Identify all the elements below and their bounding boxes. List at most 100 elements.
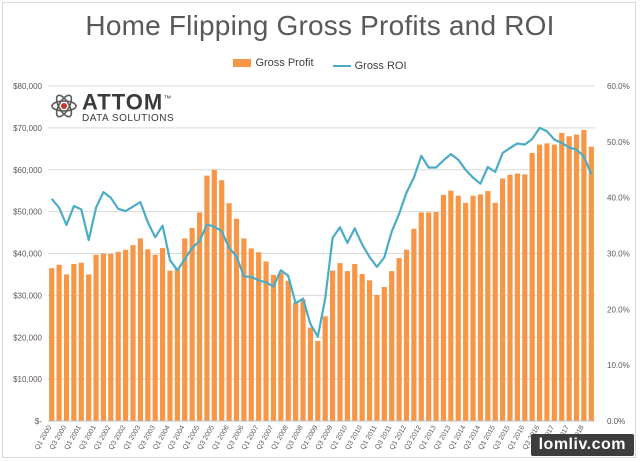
bar: [522, 174, 528, 421]
y-left-tick-label: $-: [35, 417, 42, 426]
bar: [152, 254, 158, 421]
y-left-tick-label: $70,000: [13, 124, 42, 133]
bar: [500, 178, 506, 421]
y-right-tick-label: 10.0%: [607, 361, 630, 370]
bar: [196, 212, 203, 421]
bar: [293, 302, 299, 421]
logo-text: ATTOM™ DATA SOLUTIONS: [82, 88, 175, 125]
bar: [581, 129, 587, 421]
bar: [359, 274, 365, 421]
bar: [115, 251, 121, 421]
bar: [470, 195, 476, 421]
bar: [263, 261, 269, 421]
bar: [411, 228, 417, 421]
trademark-mark: ™: [163, 93, 173, 103]
bar: [307, 327, 313, 421]
bar: [300, 299, 306, 421]
bar: [559, 132, 565, 421]
bar: [145, 249, 151, 421]
bar: [366, 280, 373, 421]
legend-item-gross-profit[interactable]: Gross Profit: [233, 57, 314, 69]
bar: [278, 272, 284, 421]
bar: [588, 146, 594, 421]
bar: [566, 136, 572, 421]
bar: [189, 227, 195, 421]
bar: [426, 212, 432, 421]
bar: [492, 202, 498, 421]
bar: [485, 191, 491, 421]
bar: [433, 212, 439, 421]
bar: [241, 238, 247, 421]
bar: [49, 268, 55, 421]
bar: [573, 134, 580, 421]
bar: [477, 194, 484, 421]
y-right-tick-label: 30.0%: [607, 250, 630, 259]
logo-wordmark: ATTOM™: [82, 88, 174, 113]
bar: [204, 175, 210, 421]
y-right-tick-label: 50.0%: [607, 138, 630, 147]
bar: [337, 263, 343, 421]
bar: [381, 287, 387, 421]
bar: [219, 180, 225, 421]
bar: [389, 271, 395, 421]
bar: [130, 245, 136, 421]
atom-icon: [51, 94, 77, 118]
roi-line: [50, 126, 593, 338]
bar: [455, 195, 461, 421]
bar: [71, 263, 77, 421]
bar: [108, 253, 114, 421]
bar: [93, 254, 99, 421]
bar: [463, 202, 469, 421]
bar: [137, 238, 143, 421]
logo-name: ATTOM: [82, 89, 164, 115]
y-right-tick-label: 20.0%: [607, 305, 630, 314]
bar: [256, 252, 262, 421]
y-left-tick-label: $20,000: [13, 333, 42, 342]
bar: [226, 203, 232, 421]
chart-legend: Gross Profit Gross ROI: [0, 57, 640, 72]
bar: [248, 248, 254, 421]
bar: [344, 271, 350, 421]
bar: [536, 144, 543, 421]
bar: [529, 153, 535, 421]
attom-logo: ATTOM™ DATA SOLUTIONS: [50, 86, 190, 126]
legend-swatch-bar: [233, 59, 252, 67]
y-left-tick-label: $40,000: [13, 250, 42, 259]
bar: [63, 274, 70, 421]
legend-label-gross-profit: Gross Profit: [255, 57, 314, 69]
bar: [374, 294, 380, 421]
bar: [322, 316, 328, 421]
bar: [448, 190, 454, 421]
bar: [352, 263, 358, 421]
bar: [182, 238, 188, 421]
bar: [159, 248, 166, 421]
y-right-tick-label: 60.0%: [607, 82, 630, 91]
legend-label-gross-roi: Gross ROI: [354, 60, 407, 72]
bar: [174, 268, 180, 421]
bar: [285, 280, 291, 421]
y-left-tick-label: $10,000: [13, 375, 42, 384]
bar: [403, 249, 410, 421]
bar: [507, 174, 513, 421]
watermark: lomliv.com: [530, 434, 634, 456]
bar: [56, 264, 62, 421]
legend-swatch-line: [332, 65, 351, 67]
logo-subtitle: DATA SOLUTIONS: [82, 113, 175, 125]
bar: [123, 249, 129, 421]
bar: [233, 218, 240, 421]
bar: [418, 212, 424, 421]
y-left-tick-label: $60,000: [13, 166, 42, 175]
bar: [396, 258, 402, 421]
y-left-tick-label: $30,000: [13, 291, 42, 300]
y-left-tick-label: $80,000: [13, 82, 42, 91]
bar: [270, 274, 277, 421]
bar: [78, 262, 84, 421]
y-right-tick-label: 40.0%: [607, 194, 630, 203]
bar: [544, 143, 550, 421]
bar: [440, 194, 447, 421]
bar: [514, 173, 520, 421]
y-right-tick-label: 0.0%: [607, 417, 625, 426]
bar: [330, 270, 336, 421]
legend-item-gross-roi[interactable]: Gross ROI: [332, 60, 407, 72]
